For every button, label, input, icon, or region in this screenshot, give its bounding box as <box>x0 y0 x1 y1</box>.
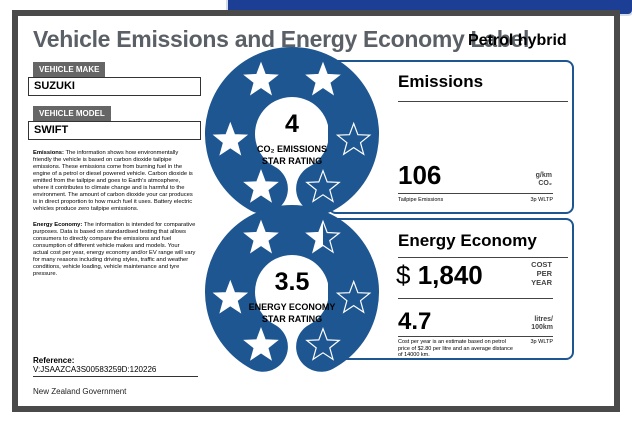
rating-arc <box>205 47 379 214</box>
standard: 3p WLTP <box>530 339 553 345</box>
consumption-value: 4.7 <box>398 308 432 335</box>
note-heading: Emissions: <box>33 150 64 156</box>
unit-line: litres/ <box>534 316 553 323</box>
unit-line: g/km <box>535 172 552 179</box>
divider <box>398 298 553 299</box>
star <box>335 121 372 156</box>
reference-value: V:JSAAZCA3S00583259D:120226 <box>33 365 157 374</box>
rating-value: 4 <box>285 110 299 138</box>
model-label: VEHICLE MODEL <box>33 106 111 121</box>
make-label: VEHICLE MAKE <box>33 62 106 77</box>
star <box>243 61 279 96</box>
divider <box>398 257 568 258</box>
star <box>243 168 279 203</box>
make-value: SUZUKI <box>28 77 201 96</box>
emissions-value: 106 <box>398 160 442 190</box>
star <box>305 168 341 203</box>
rating-value: 3.5 <box>275 268 310 296</box>
fuel-type: Petrol hybrid <box>468 32 567 49</box>
cost: $ 1,840 <box>396 260 483 291</box>
star <box>335 279 372 314</box>
divider <box>398 101 568 102</box>
star <box>305 326 341 361</box>
rating-label: ENERGY ECONOMY <box>249 302 336 312</box>
note-text: The information shows how environmentall… <box>33 150 193 212</box>
divider <box>398 336 553 337</box>
model-value: SWIFT <box>28 121 201 140</box>
star <box>212 121 249 156</box>
cost-unit: COST PER YEAR <box>520 260 552 287</box>
star <box>305 219 341 254</box>
currency: $ <box>396 260 411 290</box>
unit-line: PER <box>536 269 552 278</box>
footer: New Zealand Government <box>33 387 127 396</box>
rating-label: STAR RATING <box>262 314 322 324</box>
rating-arc <box>205 205 379 372</box>
consumption-unit: litres/100km <box>515 316 553 332</box>
cost-value: 1,840 <box>417 260 483 290</box>
emissions-unit: g/km CO₂ <box>520 172 552 188</box>
reference: Reference: V:JSAAZCA3S00583259D:120226 <box>33 356 198 377</box>
emissions-caption: Tailpipe Emissions <box>398 197 444 203</box>
divider <box>398 193 553 194</box>
star <box>243 326 279 361</box>
cost-note: Cost per year is an estimate based on pe… <box>398 339 513 358</box>
star <box>243 219 279 254</box>
emissions-note: Emissions: The information shows how env… <box>33 150 196 213</box>
unit-line: 100km <box>531 324 553 331</box>
unit-line: CO₂ <box>538 180 552 187</box>
standard: 3p WLTP <box>530 197 553 203</box>
rating-label: STAR RATING <box>262 156 322 166</box>
energy-note: Energy Economy: The information is inten… <box>33 222 196 278</box>
unit-line: YEAR <box>531 278 552 287</box>
panel-title: Emissions <box>398 72 484 91</box>
panel-title: Energy Economy <box>398 231 537 250</box>
note-text: The information is intended for comparat… <box>33 222 196 277</box>
star <box>212 279 249 314</box>
rating-label: CO₂ EMISSIONS <box>257 144 327 154</box>
unit-line: COST <box>531 260 552 269</box>
reference-label: Reference: <box>33 356 75 365</box>
star <box>305 61 341 96</box>
note-heading: Energy Economy: <box>33 222 83 228</box>
